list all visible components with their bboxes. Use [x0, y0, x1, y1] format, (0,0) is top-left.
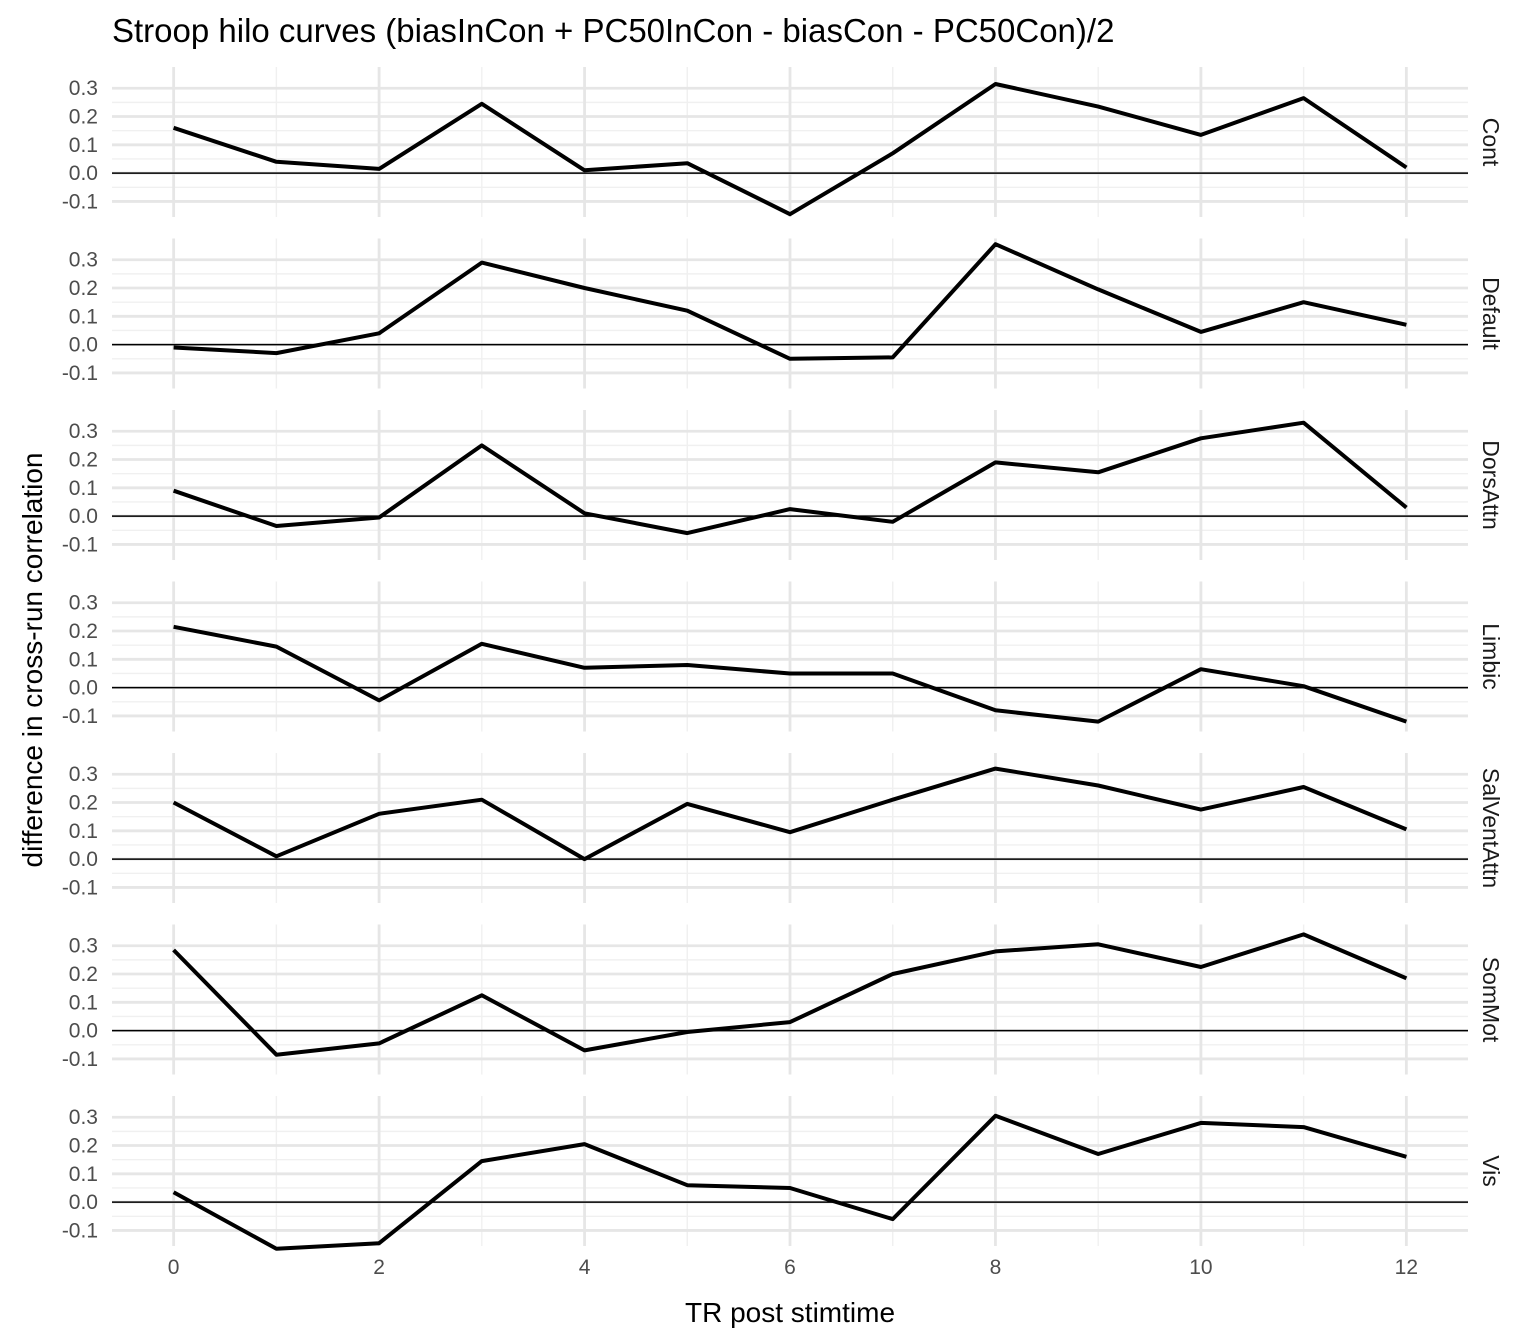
y-tick-label: 0.1 — [69, 648, 98, 671]
panel-default: -0.1 0.0 0.1 0.2 0.3 Default — [62, 238, 1504, 389]
y-tick-label: 0.3 — [69, 420, 98, 443]
y-tick-label: 0.3 — [69, 763, 98, 786]
panel-vis: -0.1 0.0 0.1 0.2 0.3 Vis — [62, 1096, 1504, 1251]
strip-label-limbic: Limbic — [1478, 623, 1504, 689]
strip-label-cont: Cont — [1478, 118, 1504, 167]
y-tick-label: 0.3 — [69, 935, 98, 958]
panel-limbic: -0.1 0.0 0.1 0.2 0.3 Limbic — [62, 581, 1504, 732]
strip-label-dorsattn: DorsAttn — [1478, 440, 1504, 529]
x-tick-label: 6 — [784, 1256, 796, 1279]
y-tick-label: 0.0 — [69, 1191, 98, 1214]
y-tick-label: 0.2 — [69, 1135, 98, 1158]
y-tick-label: -0.1 — [62, 533, 98, 556]
x-axis-title: TR post stimtime — [685, 1297, 895, 1328]
y-tick-label: -0.1 — [62, 876, 98, 899]
y-tick-label: 0.0 — [69, 1020, 98, 1043]
x-tick-label: 8 — [990, 1256, 1002, 1279]
strip-label-salventattn: SalVentAttn — [1478, 768, 1504, 888]
y-tick-label: 0.3 — [69, 1106, 98, 1129]
y-tick-label: 0.0 — [69, 334, 98, 357]
y-tick-label: 0.2 — [69, 963, 98, 986]
panels-layer: -0.1 0.0 0.1 0.2 0.3 Cont -0.1 0.0 0.1 0.2 0.3 Defa… — [62, 67, 1504, 1251]
y-tick-label: 0.0 — [69, 162, 98, 185]
y-tick-label: -0.1 — [62, 1219, 98, 1242]
y-tick-label: 0.1 — [69, 477, 98, 500]
y-tick-label: 0.0 — [69, 677, 98, 700]
x-tick-label: 4 — [579, 1256, 591, 1279]
y-tick-label: -0.1 — [62, 190, 98, 213]
y-tick-label: 0.3 — [69, 592, 98, 615]
y-tick-label: 0.2 — [69, 792, 98, 815]
y-tick-label: 0.2 — [69, 620, 98, 643]
y-tick-label: -0.1 — [62, 705, 98, 728]
panel-dorsattn: -0.1 0.0 0.1 0.2 0.3 DorsAttn — [62, 410, 1504, 560]
x-tick-label: 12 — [1395, 1256, 1418, 1279]
y-tick-label: 0.1 — [69, 134, 98, 157]
y-tick-label: 0.2 — [69, 449, 98, 472]
strip-label-default: Default — [1478, 277, 1504, 350]
y-tick-label: 0.1 — [69, 305, 98, 328]
x-tick-label: 2 — [373, 1256, 385, 1279]
y-axis-title: difference in cross-run correlation — [17, 452, 48, 867]
y-tick-label: -0.1 — [62, 1048, 98, 1071]
y-tick-label: 0.2 — [69, 277, 98, 300]
panel-cont: -0.1 0.0 0.1 0.2 0.3 Cont — [62, 67, 1504, 217]
x-tick-label: 0 — [168, 1256, 180, 1279]
y-tick-label: 0.1 — [69, 1163, 98, 1186]
y-tick-label: 0.1 — [69, 820, 98, 843]
chart-title: Stroop hilo curves (biasInCon + PC50InCo… — [112, 12, 1114, 49]
strip-label-vis: Vis — [1478, 1155, 1504, 1187]
y-tick-label: 0.0 — [69, 505, 98, 528]
y-tick-label: 0.1 — [69, 991, 98, 1014]
panel-sommot: -0.1 0.0 0.1 0.2 0.3 SomMot — [62, 924, 1504, 1075]
strip-label-sommot: SomMot — [1478, 957, 1504, 1043]
panel-salventattn: -0.1 0.0 0.1 0.2 0.3 SalVentAttn — [62, 753, 1504, 903]
y-tick-label: -0.1 — [62, 362, 98, 385]
y-tick-label: 0.3 — [69, 77, 98, 100]
x-tick-label: 10 — [1189, 1256, 1212, 1279]
x-axis: 0 2 4 6 8 10 12 — [168, 1256, 1418, 1279]
y-tick-label: 0.2 — [69, 106, 98, 129]
y-tick-label: 0.0 — [69, 848, 98, 871]
y-tick-label: 0.3 — [69, 249, 98, 272]
